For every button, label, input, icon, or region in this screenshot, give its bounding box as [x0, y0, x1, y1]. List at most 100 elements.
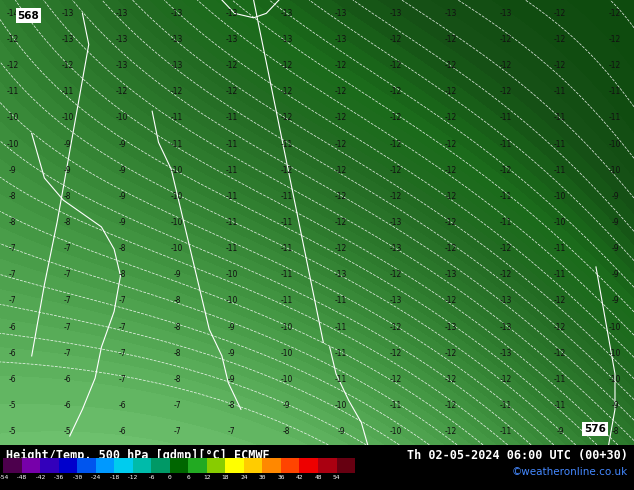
- Text: -8: -8: [283, 427, 290, 436]
- Text: -8: -8: [9, 218, 16, 227]
- Text: -12: -12: [444, 244, 457, 253]
- Text: 576: 576: [584, 424, 605, 434]
- Text: -6: -6: [119, 401, 126, 410]
- Text: -11: -11: [335, 296, 347, 305]
- Text: -8: -8: [173, 375, 181, 384]
- Text: -9: -9: [611, 401, 619, 410]
- Text: -11: -11: [554, 166, 566, 174]
- Text: -10: -10: [226, 270, 238, 279]
- Text: -5: -5: [9, 427, 16, 436]
- Text: -12: -12: [444, 192, 457, 201]
- Text: -9: -9: [337, 427, 345, 436]
- Bar: [207, 458, 226, 473]
- Bar: [59, 458, 77, 473]
- Text: -12: -12: [335, 166, 347, 174]
- Text: -12: -12: [280, 61, 292, 70]
- Text: -12: -12: [390, 375, 402, 384]
- Text: -13: -13: [390, 296, 402, 305]
- Text: -11: -11: [226, 218, 238, 227]
- Text: -13: -13: [171, 35, 183, 44]
- Text: -12: -12: [390, 61, 402, 70]
- Text: -36: -36: [53, 475, 65, 480]
- Text: -12: -12: [226, 61, 238, 70]
- Bar: [133, 458, 152, 473]
- Text: -11: -11: [226, 113, 238, 122]
- Text: -12: -12: [335, 140, 347, 148]
- Text: -12: -12: [554, 296, 566, 305]
- Text: -10: -10: [335, 401, 347, 410]
- Text: -10: -10: [6, 140, 19, 148]
- Text: -12: -12: [554, 9, 566, 18]
- Text: -12: -12: [500, 166, 512, 174]
- Text: -7: -7: [119, 375, 126, 384]
- Text: -8: -8: [63, 218, 71, 227]
- Text: -11: -11: [335, 375, 347, 384]
- Text: -8: -8: [173, 296, 181, 305]
- Text: -9: -9: [173, 270, 181, 279]
- Text: -7: -7: [173, 427, 181, 436]
- Text: ©weatheronline.co.uk: ©weatheronline.co.uk: [512, 466, 628, 477]
- Text: -13: -13: [444, 322, 457, 332]
- Text: -13: -13: [116, 35, 128, 44]
- Text: -7: -7: [173, 401, 181, 410]
- Text: -12: -12: [335, 218, 347, 227]
- Text: -13: -13: [61, 9, 74, 18]
- Bar: [22, 458, 40, 473]
- Text: -12: -12: [444, 35, 457, 44]
- Text: -12: -12: [390, 35, 402, 44]
- Bar: [299, 458, 318, 473]
- Text: -6: -6: [63, 375, 71, 384]
- Text: 42: 42: [295, 475, 303, 480]
- Bar: [337, 458, 355, 473]
- Text: -12: -12: [554, 349, 566, 358]
- Text: -13: -13: [280, 9, 293, 18]
- Text: -7: -7: [63, 296, 71, 305]
- Text: -12: -12: [335, 192, 347, 201]
- Text: -12: -12: [609, 35, 621, 44]
- Text: -7: -7: [9, 296, 16, 305]
- Text: -13: -13: [116, 9, 128, 18]
- Text: -10: -10: [6, 113, 19, 122]
- Text: -13: -13: [116, 61, 128, 70]
- Text: -11: -11: [280, 296, 292, 305]
- Text: -12: -12: [500, 61, 512, 70]
- Text: -13: -13: [500, 296, 512, 305]
- Text: -9: -9: [611, 218, 619, 227]
- Text: -9: -9: [611, 244, 619, 253]
- Text: -7: -7: [119, 322, 126, 332]
- Text: -12: -12: [554, 322, 566, 332]
- Text: 54: 54: [333, 475, 340, 480]
- Text: Th 02-05-2024 06:00 UTC (00+30): Th 02-05-2024 06:00 UTC (00+30): [407, 448, 628, 462]
- Text: -12: -12: [6, 61, 19, 70]
- Text: -10: -10: [609, 140, 621, 148]
- Text: -8: -8: [228, 401, 235, 410]
- Text: -6: -6: [9, 322, 16, 332]
- Text: -13: -13: [335, 270, 347, 279]
- Text: -11: -11: [61, 87, 74, 96]
- Text: -9: -9: [9, 166, 16, 174]
- Text: -13: -13: [500, 349, 512, 358]
- Text: -12: -12: [390, 322, 402, 332]
- Text: -12: -12: [444, 113, 457, 122]
- Text: -12: -12: [609, 61, 621, 70]
- Bar: [40, 458, 59, 473]
- Text: -12: -12: [116, 87, 128, 96]
- Text: -10: -10: [280, 375, 293, 384]
- Text: -30: -30: [72, 475, 83, 480]
- Text: -13: -13: [500, 322, 512, 332]
- Text: -11: -11: [226, 140, 238, 148]
- Text: -11: -11: [609, 87, 621, 96]
- Text: -11: -11: [280, 192, 292, 201]
- Text: -11: -11: [390, 401, 402, 410]
- Text: -42: -42: [35, 475, 46, 480]
- Text: -8: -8: [9, 192, 16, 201]
- Text: -10: -10: [390, 427, 402, 436]
- Bar: [244, 458, 262, 473]
- Bar: [318, 458, 337, 473]
- Text: -11: -11: [226, 166, 238, 174]
- Text: -12: -12: [280, 113, 292, 122]
- Text: -10: -10: [171, 218, 183, 227]
- Text: -13: -13: [226, 35, 238, 44]
- Text: -9: -9: [283, 401, 290, 410]
- Text: -12: -12: [390, 140, 402, 148]
